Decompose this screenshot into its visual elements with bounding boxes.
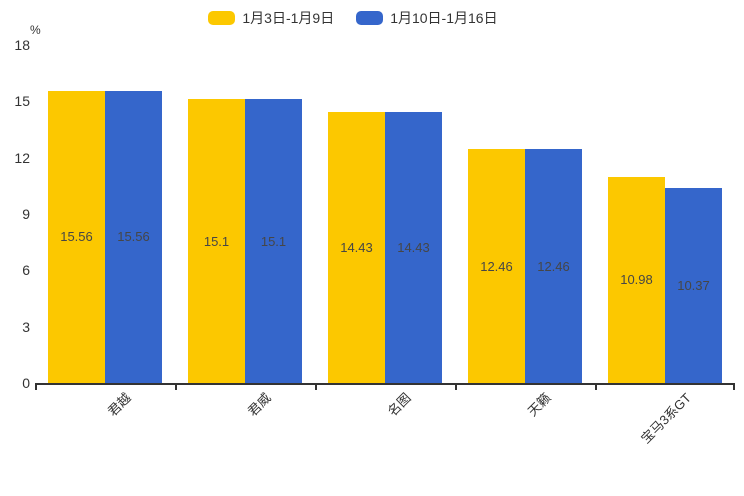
y-axis-tick-label: 18 [14, 37, 30, 53]
x-axis-label-名图: 名图 [384, 390, 414, 420]
plot-area: 15.56 15.56 15.1 15.1 14.43 14.43 12.46 12.46 10… [35, 45, 735, 390]
x-axis-label-天籁: 天籁 [524, 390, 554, 420]
bar-君威-series-1[interactable]: 15.1 [188, 99, 245, 383]
x-axis-label-君威: 君威 [244, 390, 274, 420]
bar-名图-series-1[interactable]: 14.43 [328, 112, 385, 383]
bar-天籁-series-1[interactable]: 12.46 [468, 149, 525, 383]
bar-value-label: 15.56 [60, 229, 93, 245]
x-axis-tick [733, 383, 735, 390]
x-axis-tick [595, 383, 597, 390]
x-axis-label-君越: 君越 [104, 390, 134, 420]
x-axis-tick [175, 383, 177, 390]
y-axis-tick-label: 15 [14, 93, 30, 110]
bar-value-label: 12.46 [537, 258, 570, 274]
bar-君越-series-2[interactable]: 15.56 [105, 90, 162, 383]
bar-value-label: 15.56 [117, 229, 150, 245]
bar-value-label: 12.46 [480, 258, 513, 274]
y-axis-tick-label: 12 [14, 149, 30, 166]
y-axis-tick-label: 6 [22, 262, 30, 279]
bar-君越-series-1[interactable]: 15.56 [48, 90, 105, 383]
x-axis-tick [35, 383, 37, 390]
bar-君威-series-2[interactable]: 15.1 [245, 99, 302, 383]
y-axis-tick-label: 0 [22, 375, 30, 391]
legend-item-series-2[interactable]: 1月10日-1月16日 [356, 8, 498, 28]
bar-value-label: 14.43 [397, 240, 430, 256]
x-axis-label-宝马3系GT: 宝马3系GT [637, 390, 694, 447]
legend-swatch-icon [208, 11, 236, 25]
legend-label: 1月10日-1月16日 [390, 10, 498, 26]
bar-宝马3系GT-series-1[interactable]: 10.98 [608, 176, 665, 383]
y-axis-unit-label: % [30, 23, 41, 37]
y-axis-tick-label: 9 [22, 206, 30, 222]
legend: 1月3日-1月9日 1月10日-1月16日 [0, 8, 706, 28]
x-axis-tick [455, 383, 457, 390]
bar-value-label: 10.37 [677, 278, 710, 294]
bar-value-label: 14.43 [340, 240, 373, 256]
legend-swatch-icon [356, 11, 384, 25]
legend-label: 1月3日-1月9日 [242, 10, 335, 26]
legend-item-series-1[interactable]: 1月3日-1月9日 [208, 8, 334, 28]
bar-天籁-series-2[interactable]: 12.46 [525, 149, 582, 383]
bar-名图-series-2[interactable]: 14.43 [385, 112, 442, 383]
bar-宝马3系GT-series-2[interactable]: 10.37 [665, 188, 722, 383]
bar-value-label: 15.1 [260, 233, 287, 249]
y-axis-tick-label: 3 [22, 318, 30, 335]
x-axis-tick [315, 383, 317, 390]
bar-value-label: 15.1 [203, 233, 230, 249]
bar-value-label: 10.98 [620, 272, 653, 288]
